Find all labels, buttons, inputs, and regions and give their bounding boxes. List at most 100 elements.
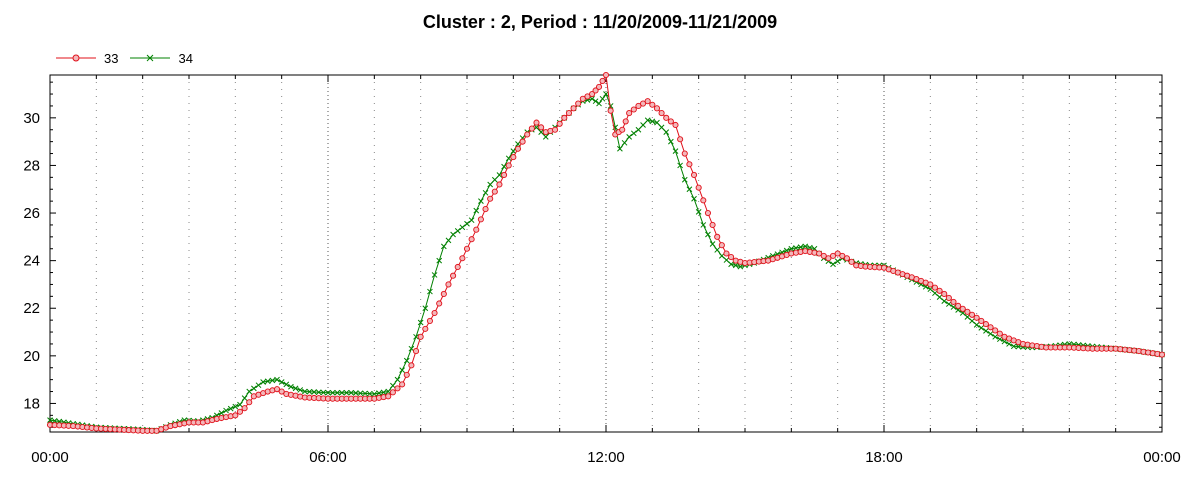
y-tick-label: 28	[23, 157, 40, 174]
chart-title: Cluster : 2, Period : 11/20/2009-11/21/2…	[422, 12, 778, 32]
data-point-34	[677, 162, 683, 169]
data-point-33	[538, 124, 545, 131]
data-point-33	[273, 386, 281, 393]
data-point-34	[1001, 338, 1008, 345]
data-point-34	[292, 385, 299, 392]
data-point-33	[399, 381, 406, 388]
data-point-34	[658, 124, 665, 131]
data-point-33	[575, 100, 582, 107]
data-point-34	[288, 383, 294, 390]
data-point-33	[987, 324, 994, 331]
data-point-33	[510, 154, 517, 161]
data-point-34	[315, 389, 322, 396]
y-tick-label: 22	[23, 300, 40, 317]
data-point-33	[412, 348, 420, 355]
data-point-34	[644, 117, 651, 124]
data-point-34	[830, 261, 836, 268]
data-point-33	[496, 181, 503, 188]
data-point-34	[464, 220, 470, 227]
legend-swatch-33	[56, 54, 96, 62]
data-point-33	[982, 321, 989, 328]
data-point-33	[704, 209, 711, 217]
data-point-34	[732, 262, 739, 269]
data-point-34	[440, 243, 447, 250]
data-point-34	[269, 377, 276, 384]
data-point-34	[278, 379, 285, 385]
data-point-34	[320, 389, 327, 396]
data-point-34	[607, 103, 614, 109]
data-point-34	[47, 417, 53, 423]
data-point-34	[311, 389, 317, 395]
data-point-34	[380, 389, 387, 396]
data-point-34	[599, 95, 606, 102]
data-point-34	[589, 95, 595, 102]
data-point-33	[839, 252, 846, 259]
data-point-34	[450, 231, 456, 238]
data-point-33	[473, 226, 480, 233]
data-point-34	[362, 390, 368, 397]
data-point-34	[635, 126, 642, 133]
data-point-33	[599, 77, 606, 84]
data-point-34	[51, 417, 58, 424]
data-point-34	[246, 388, 253, 395]
data-point-34	[352, 390, 359, 396]
data-point-33	[519, 138, 526, 145]
data-point-33	[848, 258, 855, 265]
data-point-34	[343, 389, 350, 396]
data-point-33	[389, 389, 396, 396]
data-point-33	[686, 161, 693, 168]
data-point-33	[482, 206, 489, 213]
data-point-33	[955, 302, 962, 309]
data-point-34	[283, 381, 290, 388]
data-point-33	[992, 327, 999, 334]
data-point-34	[413, 333, 419, 340]
data-point-34	[237, 401, 243, 408]
data-point-34	[630, 130, 637, 137]
data-point-34	[797, 244, 804, 251]
y-tick-label: 20	[23, 348, 40, 365]
data-point-34	[538, 129, 544, 135]
data-point-34	[649, 118, 656, 125]
data-point-33	[422, 325, 429, 332]
x-tick-label: 00:00	[1143, 449, 1181, 466]
data-point-33	[834, 250, 841, 257]
data-point-34	[385, 388, 392, 395]
data-point-33	[941, 290, 948, 298]
data-point-34	[709, 241, 716, 247]
data-point-33	[570, 105, 577, 112]
data-point-33	[232, 412, 239, 419]
data-point-33	[394, 385, 401, 392]
data-point-34	[941, 298, 948, 304]
data-point-33	[589, 90, 596, 98]
data-point-33	[709, 221, 716, 228]
data-point-34	[1010, 343, 1017, 350]
data-point-34	[255, 382, 262, 389]
data-point-34	[718, 253, 725, 259]
data-point-34	[617, 145, 623, 152]
data-point-34	[422, 305, 429, 312]
data-point-34	[301, 388, 308, 395]
data-point-33	[640, 100, 647, 107]
data-point-34	[427, 288, 433, 295]
data-point-33	[426, 317, 433, 324]
data-point-33	[964, 308, 971, 315]
data-point-34	[621, 139, 628, 146]
data-point-33	[556, 120, 563, 127]
data-point-34	[681, 176, 688, 183]
data-point-34	[339, 389, 345, 396]
legend-label-33: 33	[104, 50, 119, 66]
data-point-34	[695, 208, 702, 215]
data-point-33	[945, 294, 952, 301]
data-point-34	[714, 247, 721, 253]
data-point-33	[931, 284, 939, 291]
data-point-34	[366, 390, 373, 397]
data-point-33	[619, 126, 626, 133]
data-point-33	[843, 255, 850, 262]
data-point-34	[487, 181, 494, 188]
data-point-34	[306, 388, 313, 395]
x-tick-label: 00:00	[31, 449, 69, 466]
data-point-34	[408, 345, 415, 352]
data-point-33	[440, 290, 447, 298]
data-point-34	[802, 243, 809, 250]
data-point-34	[376, 390, 382, 396]
